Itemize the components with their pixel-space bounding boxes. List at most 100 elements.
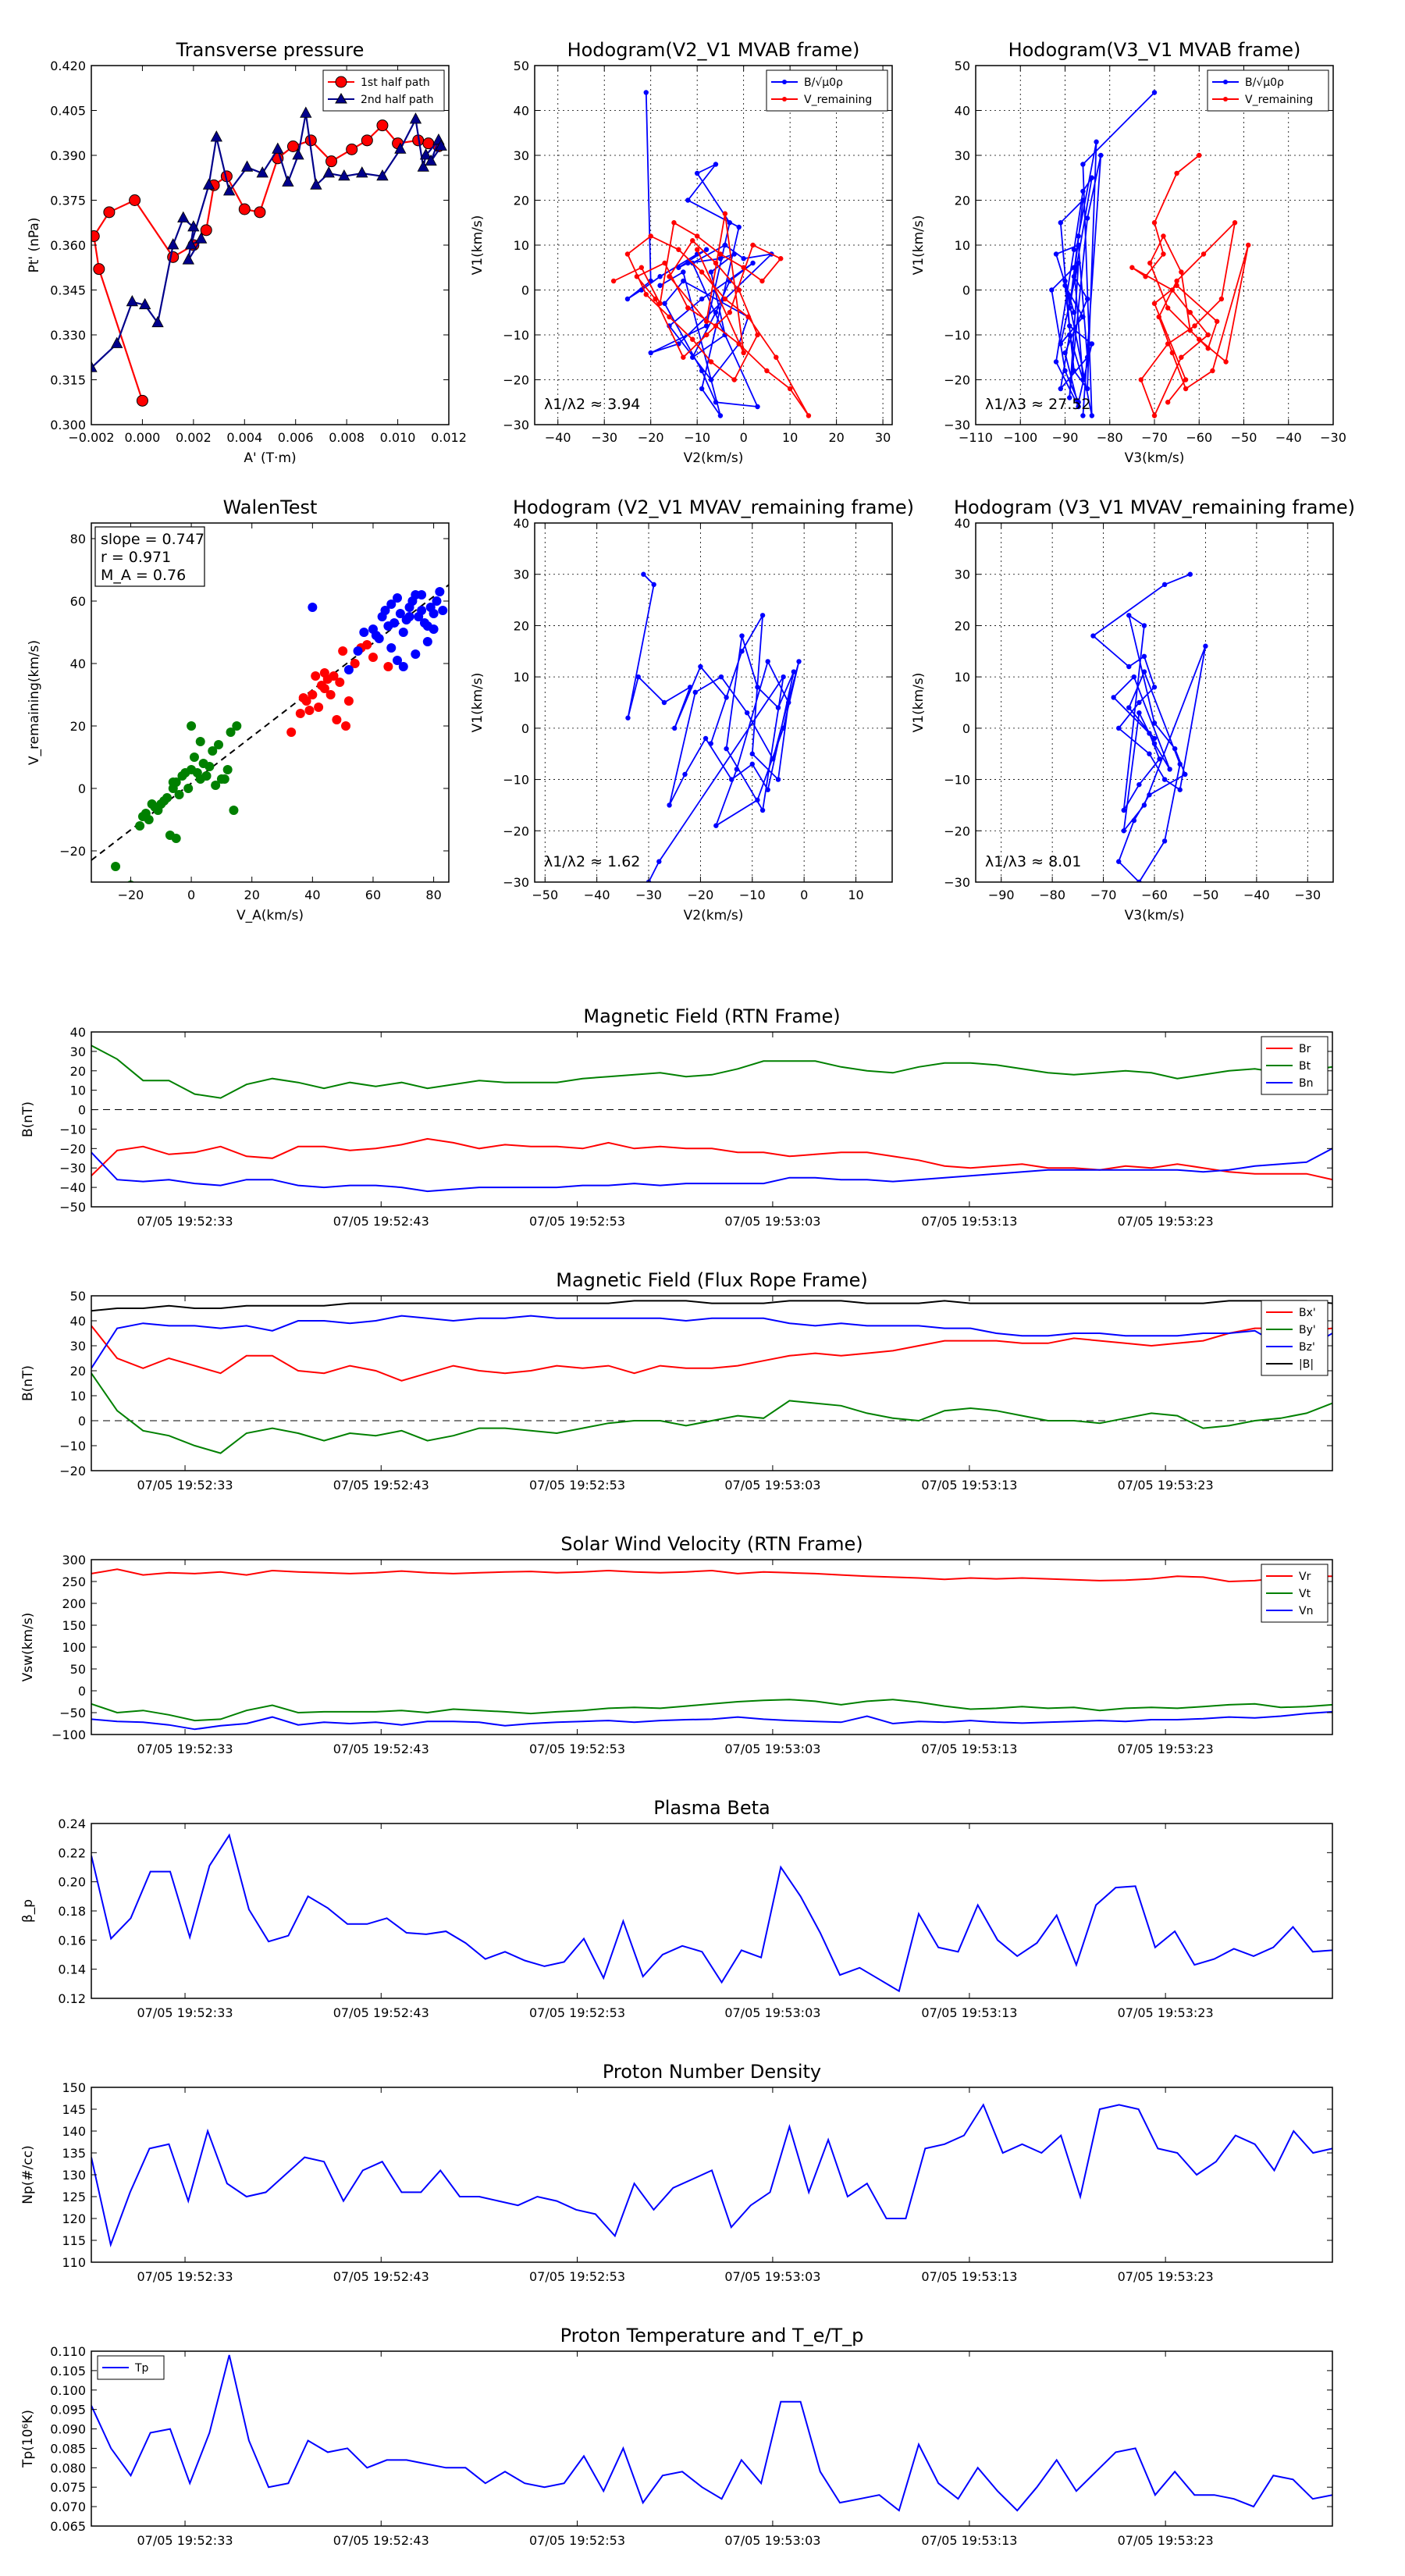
data-point <box>226 728 236 737</box>
legend: Bx' By' Bz' |B| <box>1261 1300 1329 1376</box>
chart-title: Plasma Beta <box>653 1797 770 1819</box>
data-point <box>1192 323 1197 329</box>
plot-area <box>91 106 447 407</box>
y-tick-label: 20 <box>955 194 970 208</box>
data-point <box>1151 720 1158 726</box>
data-point <box>657 274 663 279</box>
x-axis-label: V3(km/s) <box>1125 450 1185 466</box>
data-point <box>359 628 369 637</box>
x-tick-label: 0.000 <box>125 430 161 445</box>
data-point <box>219 774 229 784</box>
y-tick-label: 30 <box>955 568 970 582</box>
y-tick-label: 30 <box>955 148 970 163</box>
x-tick-label: 0.004 <box>226 430 262 445</box>
y-tick-label: −10 <box>59 1439 86 1453</box>
data-point <box>1205 332 1211 338</box>
data-point <box>346 143 358 155</box>
y-tick-label: 0 <box>78 1103 86 1118</box>
y-tick-label: 0.405 <box>50 104 86 119</box>
y-tick-label: 0.105 <box>50 2364 86 2379</box>
data-point <box>1143 274 1148 279</box>
data-point <box>292 148 304 160</box>
data-point <box>722 296 728 302</box>
data-point <box>1161 777 1168 782</box>
data-point <box>1177 787 1183 792</box>
data-point <box>1136 781 1142 788</box>
data-point <box>376 169 389 181</box>
data-point <box>282 175 294 187</box>
data-point <box>749 751 755 756</box>
data-point <box>694 247 700 252</box>
data-point <box>151 315 164 328</box>
x-tick-label: −50 <box>1231 430 1257 445</box>
data-point <box>1157 756 1162 762</box>
y-tick-label: 0.075 <box>50 2480 86 2495</box>
x-tick-label: 07/05 19:52:33 <box>137 1214 233 1229</box>
data-point <box>304 706 315 715</box>
y-tick-label: 40 <box>70 656 86 671</box>
legend-label-Bx': Bx' <box>1299 1307 1316 1319</box>
x-tick-label: 07/05 19:53:13 <box>921 2269 1017 2284</box>
y-tick-label: 20 <box>955 618 970 633</box>
plot-area <box>91 1833 1332 1993</box>
data-point <box>1062 278 1068 284</box>
data-point <box>681 269 686 275</box>
legend-marker <box>335 93 347 104</box>
data-point <box>648 350 653 356</box>
y-axis-label: V1(km/s) <box>911 215 927 276</box>
data-point <box>153 806 163 815</box>
data-point <box>702 735 709 742</box>
data-point <box>727 310 733 315</box>
data-point <box>126 294 139 307</box>
y-tick-label: 0.345 <box>50 283 86 298</box>
data-point <box>222 765 233 774</box>
data-point <box>1147 792 1152 798</box>
data-point <box>1187 310 1193 315</box>
data-point <box>1197 152 1202 158</box>
data-point <box>765 787 770 792</box>
series-line <box>627 574 800 882</box>
y-tick-label: 145 <box>62 2102 86 2117</box>
data-point <box>713 162 719 167</box>
y-tick-label: 200 <box>62 1596 86 1611</box>
plot-frame <box>91 1295 1333 1471</box>
y-tick-label: 50 <box>70 1662 86 1677</box>
chart-title: Hodogram (V2_V1 MVAV_remaining frame) <box>513 496 914 518</box>
eigenvalue-ratio: λ1/λ3 ≈ 8.01 <box>985 853 1081 870</box>
y-tick-label: 110 <box>62 2255 86 2270</box>
data-point <box>1187 328 1193 333</box>
legend: 1st half path 2nd half path <box>322 69 445 112</box>
data-point <box>286 141 299 152</box>
data-point <box>338 646 348 656</box>
data-point <box>1151 685 1158 690</box>
data-point <box>159 796 169 806</box>
legend-marker <box>1223 97 1228 101</box>
y-tick-label: 0.085 <box>50 2441 86 2456</box>
chart-hodogram-v3v1-mvav: Hodogram (V3_V1 MVAV_remaining frame) −90… <box>911 496 1355 923</box>
y-tick-label: 0.095 <box>50 2403 86 2418</box>
chart-magnetic-field-flux-rope: Magnetic Field (Flux Rope Frame) −20 −10 0 1… <box>20 1269 1333 1493</box>
data-point <box>699 296 705 302</box>
chart-magnetic-field-rtn: Magnetic Field (RTN Frame) −50 −40 −30 −20 −1… <box>20 1005 1333 1229</box>
data-point <box>699 368 705 374</box>
data-point <box>692 689 698 696</box>
data-point <box>135 821 145 831</box>
data-point <box>409 112 422 124</box>
data-point <box>189 753 199 762</box>
chart-title: Magnetic Field (Flux Rope Frame) <box>556 1269 867 1291</box>
y-tick-label: 0 <box>521 721 529 736</box>
data-point <box>411 649 421 659</box>
data-point <box>667 274 672 279</box>
y-tick-label: 0.14 <box>58 1962 86 1977</box>
y-tick-label: 40 <box>955 516 970 531</box>
data-point <box>727 220 733 226</box>
data-point <box>1090 633 1096 639</box>
data-point <box>703 318 710 324</box>
data-point <box>770 756 776 762</box>
data-point <box>681 278 686 284</box>
data-point <box>657 283 663 288</box>
legend-frame <box>766 69 888 112</box>
data-point <box>657 301 663 306</box>
y-tick-label: −30 <box>503 875 529 890</box>
